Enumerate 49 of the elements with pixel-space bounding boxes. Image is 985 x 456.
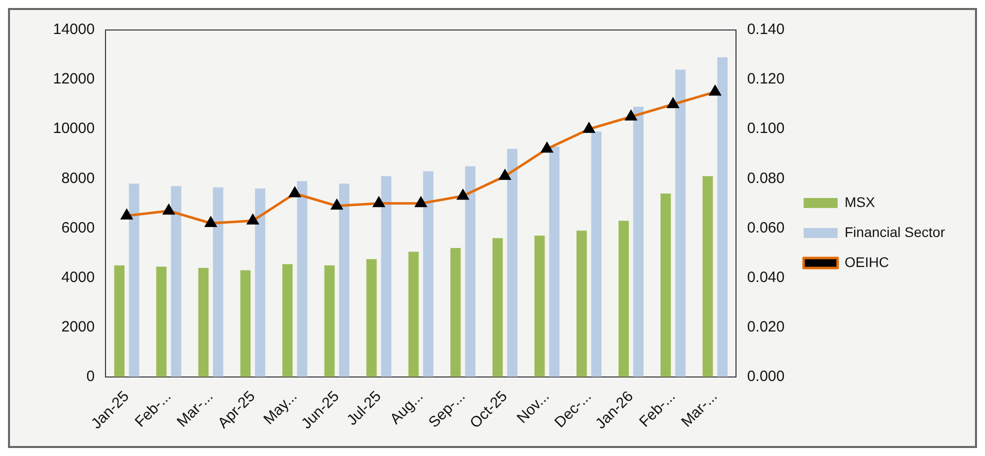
bar [576,230,587,377]
bar [408,252,419,377]
bar [534,236,545,377]
bar [339,184,350,377]
bar [282,264,293,377]
bar [618,220,629,377]
bar [170,186,182,377]
y2-tick-label: 0.080 [747,170,785,187]
y-tick-label: 4000 [61,268,95,286]
y-tick-label: 8000 [61,170,95,187]
bar [633,106,644,377]
y2-tick-label: 0.000 [747,368,785,385]
y-tick-label: 2000 [61,318,95,336]
legend-label: Financial Sector [844,224,946,240]
bar [156,266,167,377]
bar [324,265,335,377]
y-tick-label: 10000 [52,120,95,138]
y2-tick-label: 0.060 [747,219,785,236]
bar [212,187,224,377]
bar [198,268,209,377]
y-tick-label: 12000 [52,70,95,88]
bar [114,265,125,377]
bar [717,57,728,377]
bar [660,194,671,377]
y-tick-label: 6000 [61,219,95,236]
y-tick-label: 0 [86,368,95,385]
bar [465,166,476,377]
bar [450,248,461,377]
bar [366,259,377,377]
y2-tick-label: 0.140 [747,21,785,38]
y2-tick-label: 0.100 [747,120,785,138]
bar [591,132,602,377]
bar [549,146,560,377]
bar [381,176,392,377]
bar [255,188,266,377]
bar [492,238,503,377]
bar [128,184,140,377]
bar [423,171,434,377]
y2-tick-label: 0.120 [747,70,785,88]
bar [675,70,686,377]
y2-tick-label: 0.020 [747,318,785,336]
bar [507,148,518,377]
y-tick-label: 14000 [52,21,95,38]
legend-label: OEIHC [844,254,889,270]
legend-label: MSX [844,194,876,210]
bar [702,176,713,377]
y2-tick-label: 0.040 [747,268,785,286]
bar [297,181,308,377]
bar [240,270,251,377]
